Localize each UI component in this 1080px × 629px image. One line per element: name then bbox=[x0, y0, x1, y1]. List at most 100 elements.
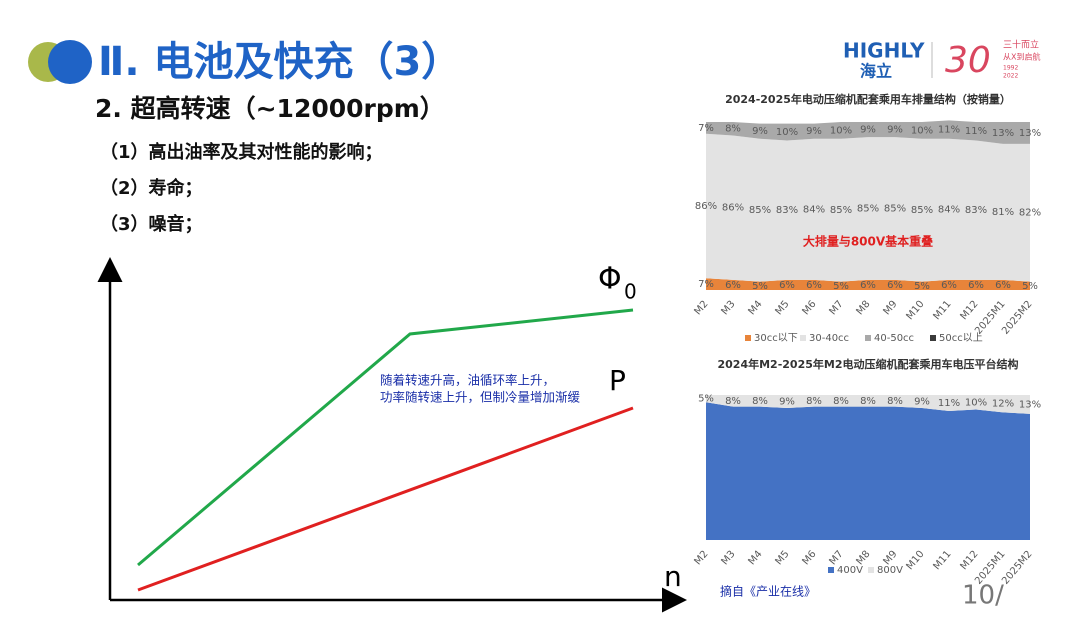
data-label: 6% bbox=[860, 280, 876, 291]
data-label: 8% bbox=[752, 396, 768, 407]
x-tick-label: M7 bbox=[828, 299, 846, 318]
data-label: 5% bbox=[698, 394, 714, 405]
data-label: 10% bbox=[911, 125, 933, 136]
data-label: 9% bbox=[806, 126, 822, 137]
legend-label: 30cc以下 bbox=[754, 333, 798, 344]
data-label: 86% bbox=[722, 203, 744, 214]
data-label: 85% bbox=[749, 205, 771, 216]
data-label: 6% bbox=[968, 280, 984, 291]
area bbox=[706, 120, 1030, 144]
data-label: 11% bbox=[965, 126, 987, 137]
x-tick-label: M5 bbox=[774, 299, 792, 318]
chart-title: 2024-2025年电动压缩机配套乘用车排量结构（按销量） bbox=[725, 92, 1011, 106]
data-label: 9% bbox=[779, 397, 795, 408]
data-label: 6% bbox=[887, 280, 903, 291]
area bbox=[706, 402, 1030, 540]
data-label: 7% bbox=[698, 279, 714, 290]
curve-p bbox=[137, 406, 634, 592]
decor-circle bbox=[48, 40, 92, 84]
data-label: 11% bbox=[938, 398, 960, 409]
data-label: 82% bbox=[1019, 208, 1041, 219]
logo-brand-cn: 海立 bbox=[860, 62, 892, 81]
x-tick-label: M3 bbox=[720, 549, 738, 568]
area bbox=[706, 133, 1030, 282]
data-label: 8% bbox=[833, 396, 849, 407]
legend-label: 400V bbox=[837, 565, 863, 576]
data-label: 13% bbox=[1019, 399, 1041, 410]
data-label: 81% bbox=[992, 207, 1014, 218]
area bbox=[706, 278, 1030, 290]
curve-label: Φ bbox=[598, 262, 622, 297]
page-number: 10/ bbox=[962, 581, 1004, 611]
x-tick-label: M5 bbox=[774, 549, 792, 568]
x-tick-label: M2 bbox=[693, 549, 711, 568]
legend-label: 50cc以上 bbox=[939, 332, 983, 344]
data-label: 12% bbox=[992, 399, 1014, 410]
data-label: 83% bbox=[965, 205, 987, 216]
legend-swatch bbox=[800, 335, 806, 341]
logo-brand: HIGHLY bbox=[843, 39, 925, 63]
data-label: 6% bbox=[941, 280, 957, 291]
x-tick-label: M11 bbox=[931, 549, 953, 572]
data-label: 8% bbox=[725, 124, 741, 135]
legend-swatch bbox=[868, 567, 874, 573]
item: （1）高出油率及其对性能的影响； bbox=[100, 141, 383, 163]
area bbox=[706, 395, 1030, 414]
x-tick-label: M10 bbox=[904, 549, 926, 572]
x-tick-label: M2 bbox=[693, 299, 711, 318]
data-label: 85% bbox=[884, 204, 906, 215]
data-label: 10% bbox=[830, 125, 852, 136]
annotation: 随着转速升高，油循环率上升， bbox=[380, 373, 555, 388]
data-label: 5% bbox=[833, 281, 849, 292]
legend-swatch bbox=[745, 335, 751, 341]
x-tick-label: M12 bbox=[958, 549, 980, 572]
data-label: 9% bbox=[887, 125, 903, 136]
x-tick-label: M11 bbox=[931, 299, 953, 322]
logo-year: 1992 bbox=[1003, 65, 1018, 72]
axis-label: n bbox=[664, 560, 682, 593]
legend-label: 40-50cc bbox=[874, 333, 914, 344]
x-tick-label: M12 bbox=[958, 299, 980, 322]
data-label: 8% bbox=[887, 396, 903, 407]
data-label: 85% bbox=[911, 205, 933, 216]
x-tick-label: M10 bbox=[904, 299, 926, 322]
data-label: 84% bbox=[803, 204, 825, 215]
x-tick-label: M6 bbox=[801, 549, 819, 568]
x-tick-label: M3 bbox=[720, 299, 738, 318]
data-label: 6% bbox=[779, 280, 795, 291]
data-label: 85% bbox=[857, 204, 879, 215]
logo-slogan: 三十而立 bbox=[1003, 39, 1039, 51]
data-label: 10% bbox=[776, 127, 798, 138]
logo-number: 30 bbox=[945, 40, 991, 81]
legend-swatch bbox=[828, 567, 834, 573]
data-label: 10% bbox=[965, 397, 987, 408]
data-label: 8% bbox=[725, 396, 741, 407]
curve-phi bbox=[137, 308, 634, 567]
x-tick-label: M6 bbox=[801, 299, 819, 318]
slide-title: Ⅱ. 电池及快充（3） bbox=[98, 39, 461, 85]
chart-title: 2024年M2-2025年M2电动压缩机配套乘用车电压平台结构 bbox=[718, 357, 1019, 371]
chart-annotation: 大排量与800V基本重叠 bbox=[803, 234, 933, 249]
data-label: 6% bbox=[806, 280, 822, 291]
logo-slogan: 从X到启航 bbox=[1003, 52, 1040, 62]
legend-swatch bbox=[930, 335, 936, 341]
data-label: 8% bbox=[806, 396, 822, 407]
x-tick-label: M4 bbox=[747, 299, 765, 318]
data-label: 6% bbox=[995, 280, 1011, 291]
data-label: 83% bbox=[776, 205, 798, 216]
item: （2）寿命； bbox=[100, 177, 203, 199]
legend-label: 30-40cc bbox=[809, 333, 849, 344]
data-label: 8% bbox=[860, 396, 876, 407]
data-label: 5% bbox=[752, 281, 768, 292]
data-label: 5% bbox=[1022, 281, 1038, 292]
data-label: 6% bbox=[725, 280, 741, 291]
subtitle: 2. 超高转速（~12000rpm） bbox=[95, 94, 445, 123]
item: （3）噪音； bbox=[100, 213, 203, 235]
logo-year: 2022 bbox=[1003, 73, 1018, 80]
data-label: 86% bbox=[695, 201, 717, 212]
legend-label: 800V bbox=[877, 565, 903, 576]
legend-swatch bbox=[865, 335, 871, 341]
x-tick-label: M4 bbox=[747, 549, 765, 568]
